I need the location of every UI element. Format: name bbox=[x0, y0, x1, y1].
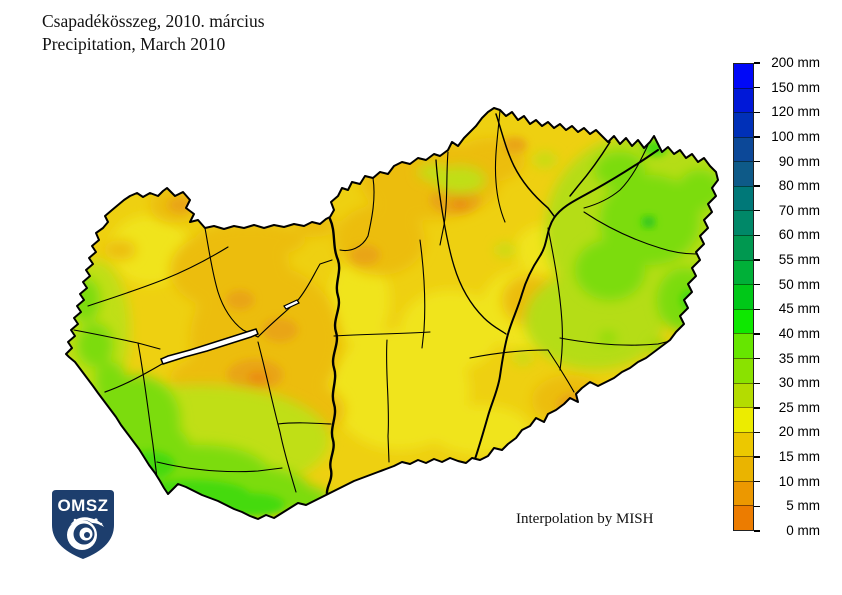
legend-color-segment bbox=[734, 382, 753, 408]
legend-color-segment bbox=[734, 161, 753, 186]
legend-tick-label: 40 mm bbox=[778, 325, 820, 341]
title-english: Precipitation, March 2010 bbox=[42, 34, 226, 54]
legend-tick-label: 45 mm bbox=[778, 301, 820, 317]
legend-tick-label: 150 mm bbox=[771, 79, 820, 95]
title-block: Csapadékösszeg, 2010. március Precipitat… bbox=[42, 10, 265, 56]
legend-tick-label: 100 mm bbox=[771, 128, 820, 144]
logo-text: OMSZ bbox=[57, 496, 108, 515]
legend-tick-mark bbox=[754, 481, 760, 483]
legend-tick-mark bbox=[754, 357, 760, 360]
legend-tick-label: 15 mm bbox=[778, 449, 820, 465]
legend-tick-mark bbox=[754, 530, 760, 532]
legend-tick-mark bbox=[754, 160, 760, 163]
legend-tick-label: 20 mm bbox=[778, 424, 820, 440]
legend-color-segment bbox=[734, 185, 753, 211]
legend-tick-mark bbox=[754, 333, 760, 335]
legend-tick-mark bbox=[754, 62, 760, 64]
legend-tick-mark bbox=[754, 210, 760, 212]
logo-wave-icon bbox=[67, 517, 104, 550]
legend-color-segment bbox=[734, 308, 753, 334]
river-zagyva bbox=[435, 159, 507, 335]
lake-velence bbox=[283, 299, 300, 310]
legend-tick-label: 90 mm bbox=[778, 153, 820, 169]
legend-tick-mark bbox=[754, 111, 760, 113]
lakes bbox=[160, 299, 300, 365]
legend-tick-mark bbox=[754, 185, 760, 187]
legend-color-segment bbox=[734, 284, 753, 309]
precipitation-legend: 200 mm 150 mm 120 mm 100 mm 90 mm 80 mm 70 mm 6… bbox=[733, 55, 842, 538]
legend-color-segment bbox=[734, 407, 753, 432]
legend-tick-mark bbox=[754, 431, 760, 434]
legend-tick-mark bbox=[754, 283, 760, 286]
legend-tick-mark bbox=[754, 456, 760, 458]
precipitation-raster bbox=[66, 108, 718, 519]
legend-tick-label: 10 mm bbox=[778, 473, 820, 489]
legend-color-segment bbox=[734, 480, 753, 506]
omsz-logo: OMSZ bbox=[52, 490, 114, 559]
river-zala bbox=[104, 363, 163, 393]
legend-tick-label: 70 mm bbox=[778, 202, 820, 218]
legend-labels: 200 mm 150 mm 120 mm 100 mm 90 mm 80 mm 70 mm 6… bbox=[733, 55, 842, 538]
legend-tick-label: 0 mm bbox=[786, 523, 820, 538]
legend-color-segment bbox=[734, 136, 753, 162]
lake-balaton bbox=[160, 328, 259, 365]
legend-tick-mark bbox=[754, 505, 760, 508]
river-bodrog bbox=[569, 141, 611, 197]
legend-tick-mark bbox=[754, 382, 760, 384]
legend-color-segment bbox=[734, 64, 753, 88]
legend-color-segment bbox=[734, 505, 753, 530]
legend-color-segment bbox=[734, 87, 753, 113]
legend-tick-mark bbox=[754, 308, 760, 310]
legend-tick-label: 60 mm bbox=[778, 227, 820, 243]
legend-tick-label: 55 mm bbox=[778, 252, 820, 268]
legend-color-segment bbox=[734, 259, 753, 285]
legend-color-segment bbox=[734, 357, 753, 383]
legend-color-segment bbox=[734, 210, 753, 236]
legend-tick-mark bbox=[754, 136, 760, 138]
legend-color-segment bbox=[734, 112, 753, 137]
legend-tick-label: 50 mm bbox=[778, 276, 820, 292]
legend-color-segment bbox=[734, 456, 753, 481]
legend-tick-mark bbox=[754, 259, 760, 261]
legend-tick-mark bbox=[754, 86, 760, 89]
river-tisza bbox=[474, 149, 659, 460]
legend-tick-label: 25 mm bbox=[778, 399, 820, 415]
river-danube bbox=[325, 217, 341, 496]
legend-tick-label: 5 mm bbox=[786, 498, 820, 514]
legend-color-segment bbox=[734, 333, 753, 358]
rivers bbox=[104, 113, 659, 496]
legend-tick-mark bbox=[754, 407, 760, 409]
attribution-text: Interpolation by MISH bbox=[516, 511, 654, 527]
river-sajo bbox=[495, 113, 555, 217]
legend-bar bbox=[733, 63, 754, 531]
county-borders bbox=[73, 109, 697, 493]
legend-tick-label: 30 mm bbox=[778, 375, 820, 391]
legend-color-segment bbox=[734, 235, 753, 260]
legend-tick-label: 35 mm bbox=[778, 350, 820, 366]
legend-tick-mark bbox=[754, 234, 760, 237]
legend-color-segment bbox=[734, 431, 753, 457]
legend-tick-label: 200 mm bbox=[771, 55, 820, 70]
title-hungarian: Csapadékösszeg, 2010. március bbox=[42, 11, 265, 31]
legend-tick-label: 120 mm bbox=[771, 104, 820, 120]
legend-tick-label: 80 mm bbox=[778, 178, 820, 194]
